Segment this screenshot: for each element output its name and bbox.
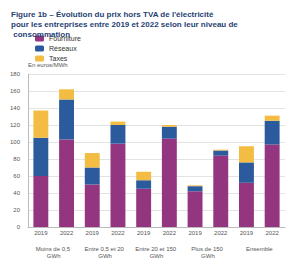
svg-text:GWh: GWh — [201, 253, 215, 259]
svg-text:GWh: GWh — [150, 253, 164, 259]
svg-text:2022: 2022 — [265, 230, 279, 236]
svg-text:pour les entreprises entre 201: pour les entreprises entre 2019 et 2022 … — [11, 20, 238, 29]
svg-text:180: 180 — [10, 71, 21, 77]
svg-text:Réseaux: Réseaux — [49, 45, 77, 52]
svg-text:160: 160 — [10, 88, 21, 94]
svg-text:Figure 1b – Évolution du prix: Figure 1b – Évolution du prix hors TVA d… — [11, 10, 216, 19]
svg-text:80: 80 — [13, 156, 20, 162]
svg-text:0: 0 — [17, 224, 21, 230]
svg-text:2019: 2019 — [86, 230, 100, 236]
svg-text:120: 120 — [10, 122, 21, 128]
svg-text:Fourniture: Fourniture — [49, 35, 81, 42]
svg-text:2022: 2022 — [214, 230, 228, 236]
svg-text:Entre 0,5 et 20: Entre 0,5 et 20 — [85, 246, 126, 252]
svg-text:2022: 2022 — [111, 230, 125, 236]
svg-text:20: 20 — [13, 207, 20, 213]
svg-text:2019: 2019 — [240, 230, 254, 236]
svg-text:consommation: consommation — [11, 30, 70, 39]
svg-text:Moins de 0,5: Moins de 0,5 — [36, 246, 72, 252]
svg-text:Ensemble: Ensemble — [246, 246, 273, 252]
svg-text:GWh: GWh — [98, 253, 112, 259]
svg-text:140: 140 — [10, 105, 21, 111]
svg-text:En euros/MWh: En euros/MWh — [28, 62, 68, 68]
svg-text:40: 40 — [13, 190, 20, 196]
svg-text:2022: 2022 — [163, 230, 177, 236]
svg-text:2019: 2019 — [188, 230, 202, 236]
svg-text:100: 100 — [10, 139, 21, 145]
svg-text:2019: 2019 — [137, 230, 151, 236]
svg-text:60: 60 — [13, 173, 20, 179]
svg-text:GWh: GWh — [47, 253, 61, 259]
svg-text:2019: 2019 — [34, 230, 48, 236]
svg-text:Taxes: Taxes — [49, 55, 68, 62]
svg-text:2022: 2022 — [60, 230, 74, 236]
svg-text:Plus de 150: Plus de 150 — [191, 246, 224, 252]
svg-text:Entre 20 et 150: Entre 20 et 150 — [135, 246, 178, 252]
